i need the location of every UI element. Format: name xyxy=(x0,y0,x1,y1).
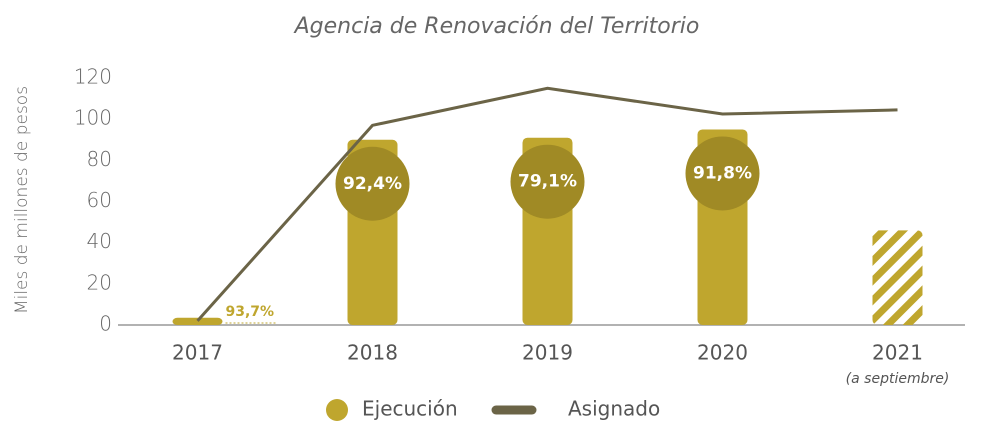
line xyxy=(196,86,898,322)
y-tick-label: 120 xyxy=(74,65,112,89)
pct-label: 92,4% xyxy=(343,174,402,194)
pct-circle xyxy=(510,144,585,219)
x-tick-label: 2017 xyxy=(172,341,223,365)
x-tick-label: 2021 xyxy=(872,341,923,365)
legend-swatch xyxy=(326,399,348,421)
legend-label: Ejecución xyxy=(362,397,458,421)
bar xyxy=(872,230,923,325)
pct-label: 93,7% xyxy=(226,304,275,320)
y-tick-label: 20 xyxy=(87,270,112,294)
legend-label: Asignado xyxy=(568,397,660,421)
x-tick-label: 2018 xyxy=(347,341,398,365)
bar xyxy=(172,317,223,325)
x-tick-label: 2020 xyxy=(697,341,748,365)
pct-circle xyxy=(685,136,760,211)
y-tick-label: 60 xyxy=(87,188,112,212)
y-tick-label: 100 xyxy=(74,106,112,130)
x-tick-label: 2019 xyxy=(522,341,573,365)
pct-label: 91,8% xyxy=(693,163,752,183)
y-axis-label: Miles de millones de pesos xyxy=(12,86,32,314)
category-note: (a septiembre) xyxy=(846,371,950,387)
pct-circle xyxy=(335,146,410,221)
chart-title: Agencia de Renovación del Territorio xyxy=(293,14,700,39)
y-tick-label: 80 xyxy=(87,147,112,171)
pct-label: 79,1% xyxy=(518,172,577,192)
y-tick-label: 0 xyxy=(99,312,112,336)
y-tick-label: 40 xyxy=(87,229,112,253)
